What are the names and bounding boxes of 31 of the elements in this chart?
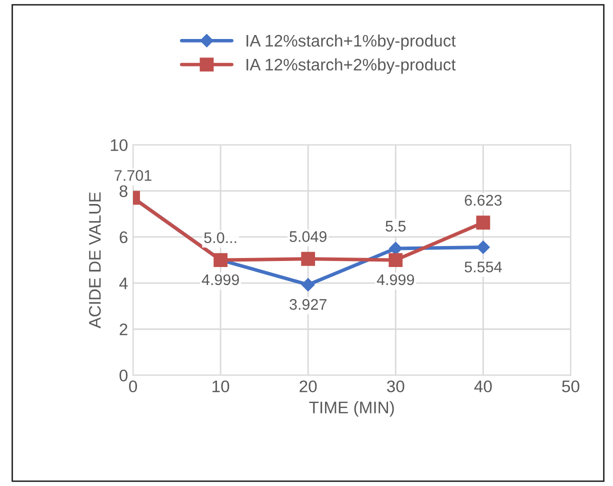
y-tick-label: 0 bbox=[120, 370, 128, 382]
data-label: 4.999 bbox=[202, 274, 239, 286]
y-tick-label: 10 bbox=[110, 139, 128, 152]
data-label: 6.623 bbox=[464, 194, 502, 206]
y-axis-title: ACIDE DE VALUE bbox=[88, 192, 101, 328]
y-tick-label: 4 bbox=[119, 278, 128, 290]
point bbox=[301, 252, 316, 266]
data-label: 3.927 bbox=[290, 299, 326, 310]
point bbox=[302, 278, 315, 292]
data-label: 4.999 bbox=[376, 274, 414, 286]
data-label: 5.049 bbox=[290, 231, 326, 242]
point bbox=[389, 242, 402, 256]
legend-label: IA 12%starch+2%by-product bbox=[246, 58, 456, 74]
data-label: 5.0... bbox=[204, 232, 236, 244]
legend-label: IA 12%starch+1%by-product bbox=[246, 34, 456, 50]
y-tick-label: 2 bbox=[120, 324, 128, 336]
data-label: 5.5 bbox=[386, 220, 406, 232]
x-tick-label: 10 bbox=[212, 380, 230, 392]
x-tick-label: 50 bbox=[562, 380, 580, 392]
x-tick-label: 40 bbox=[474, 380, 492, 392]
y-tick-label: 6 bbox=[120, 231, 128, 244]
x-tick-label: 20 bbox=[300, 380, 317, 392]
point bbox=[388, 253, 403, 267]
x-axis-title: TIME (MIN) bbox=[309, 401, 394, 417]
point bbox=[476, 240, 490, 254]
point bbox=[476, 216, 490, 230]
y-tick-label: 8 bbox=[120, 185, 128, 198]
x-tick-label: 0 bbox=[129, 380, 138, 392]
data-label: 5.554 bbox=[464, 262, 502, 272]
x-tick-label: 30 bbox=[386, 380, 404, 392]
data-label: 7.701 bbox=[114, 170, 152, 181]
